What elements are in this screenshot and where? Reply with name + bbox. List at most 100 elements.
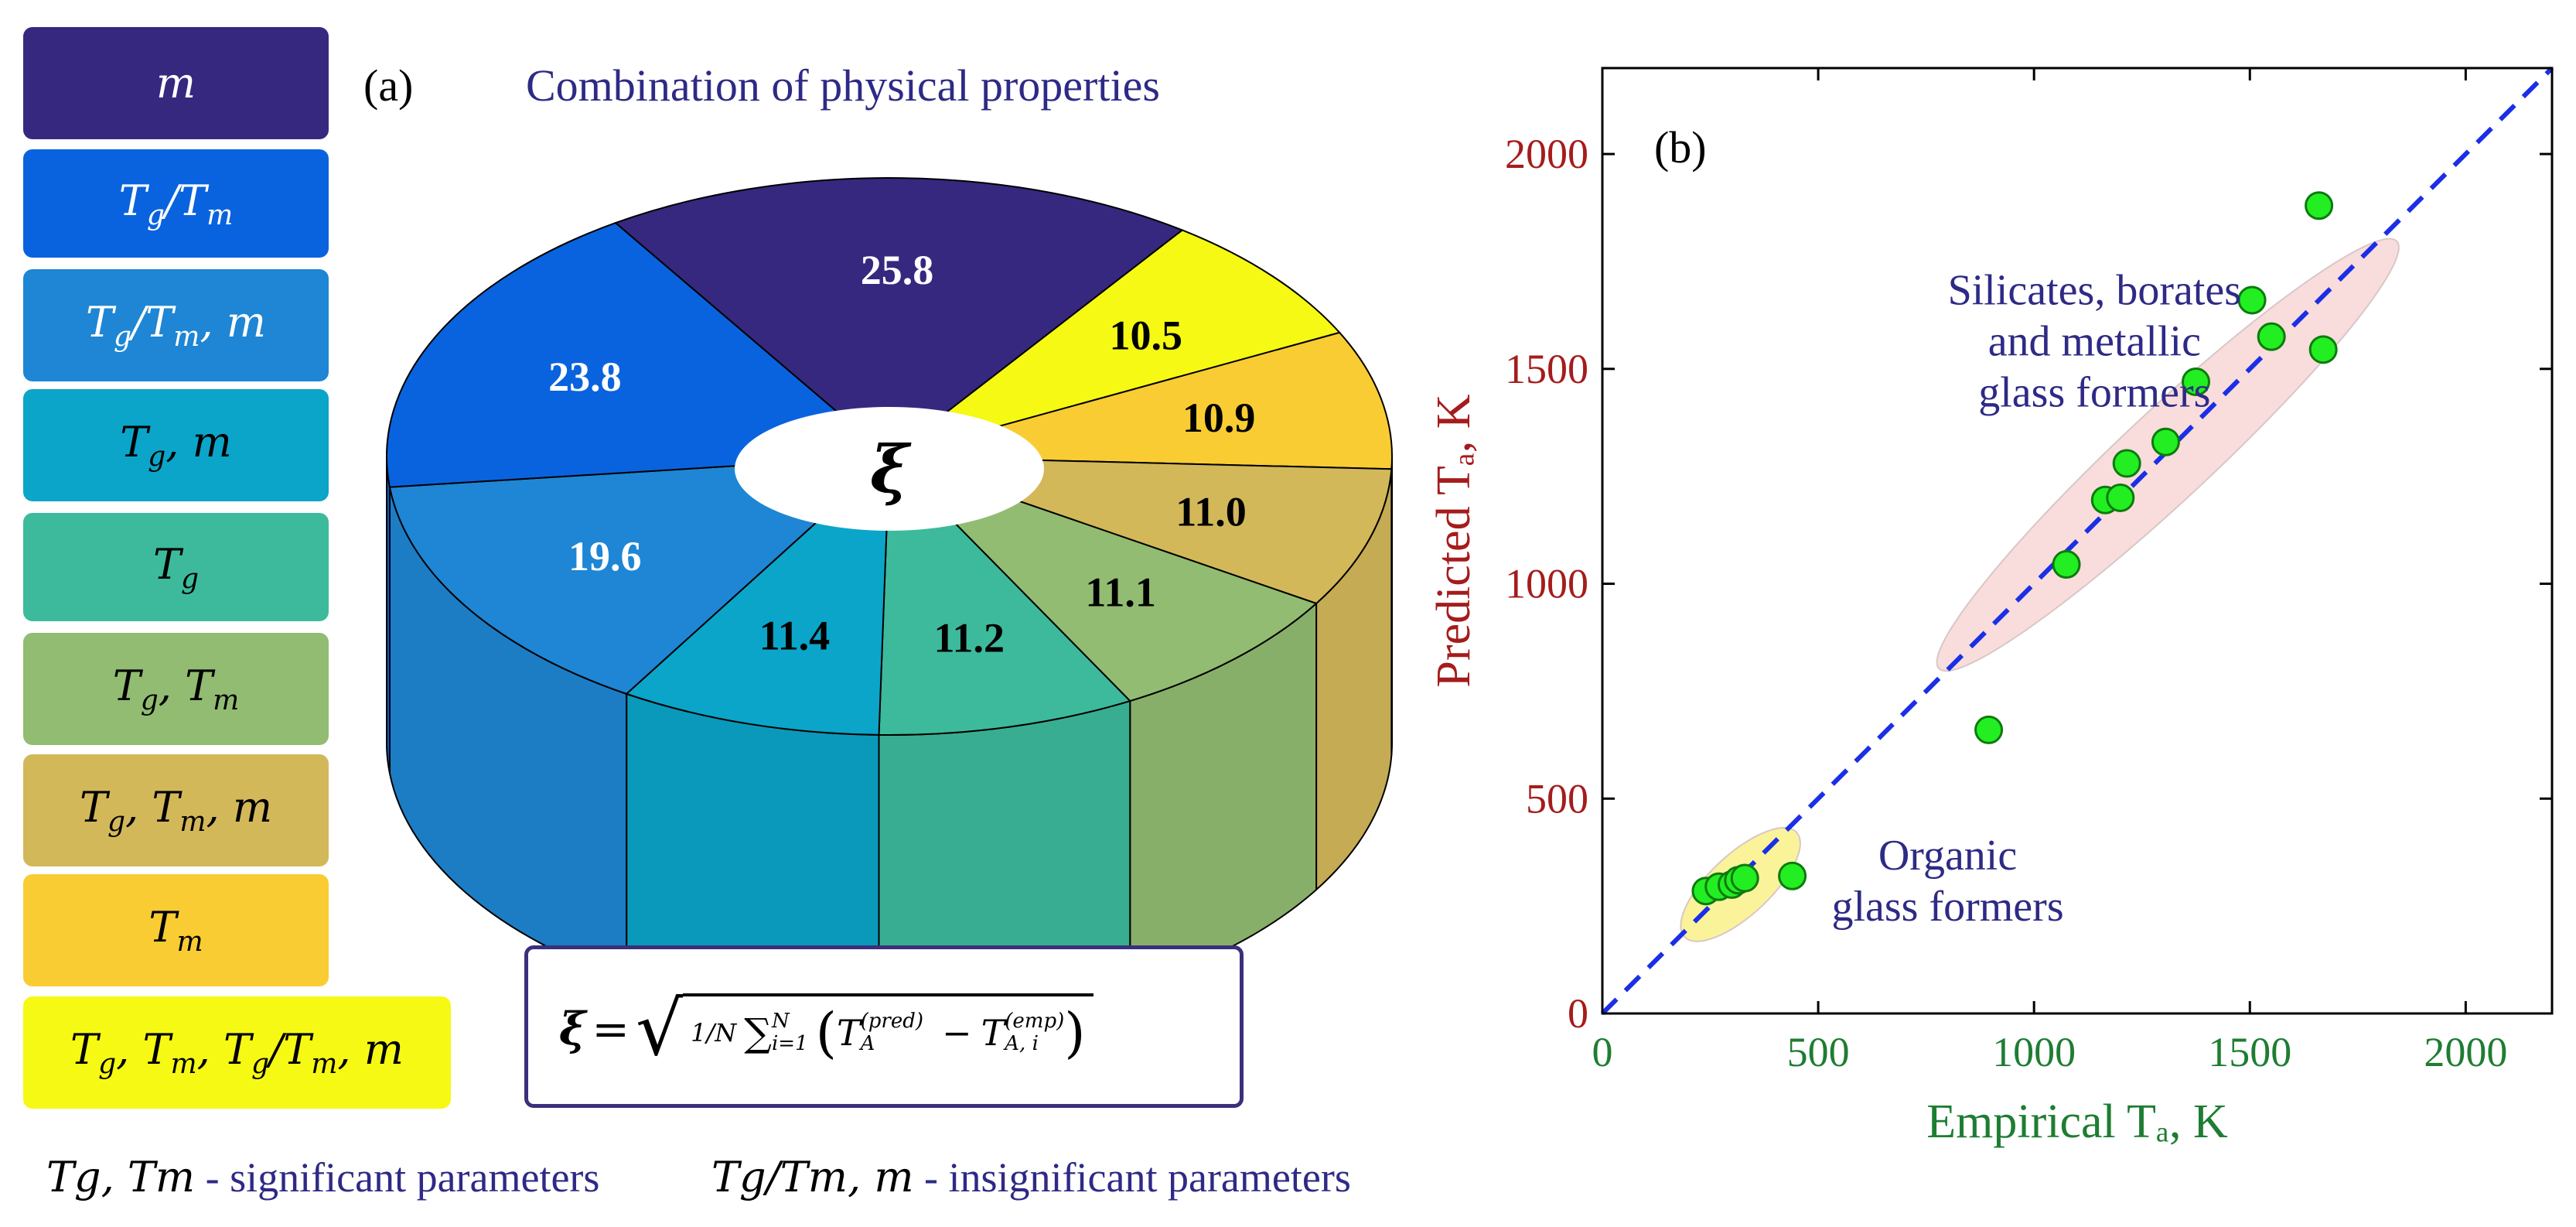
formula-term1-sup: (pred)	[860, 1010, 924, 1034]
pie-slice	[889, 456, 1319, 702]
scatter-point	[2308, 335, 2338, 364]
x-tick-label: 1500	[2208, 1029, 2291, 1075]
group-label-line: Organic	[1878, 832, 2017, 880]
pie-center-symbol: ξ	[870, 431, 912, 508]
y-tick-label: 1500	[1505, 346, 1588, 392]
legend-item: Tg/Tm, m	[23, 269, 329, 381]
panel-b-label: (b)	[1654, 122, 1707, 173]
formula-eq: =	[592, 1003, 629, 1055]
pie-value-label: 19.6	[568, 533, 642, 579]
scatter-point	[2305, 191, 2334, 220]
significant-note: Tg, Tm - significant parameters	[46, 1153, 599, 1201]
plot-frame	[1601, 67, 2554, 1015]
pie-slice	[625, 454, 891, 736]
scatter-point	[2182, 367, 2210, 396]
pie-slice	[889, 229, 1341, 457]
significant-text: - significant parameters	[195, 1154, 600, 1201]
formula-sum: ∑	[744, 1010, 772, 1055]
pie-value-label: 23.8	[548, 354, 622, 400]
legend-item: Tg	[23, 513, 329, 621]
legend-item-label: Tg/Tm	[118, 176, 234, 231]
scatter-point	[1778, 861, 1807, 890]
group-label-line: and metallic	[1988, 318, 2201, 366]
formula-paren-open: (	[815, 1001, 837, 1065]
pie-value-label: 11.0	[1175, 488, 1247, 535]
pie-slice	[388, 455, 892, 696]
insignificant-text: - insignificant parameters	[913, 1154, 1351, 1201]
legend-item: Tg, Tm, m	[23, 754, 329, 866]
group-label-line: Silicates, borates	[1948, 267, 2241, 315]
formula-term1: T	[836, 1012, 861, 1054]
scatter-point	[2151, 427, 2180, 456]
scatter-point	[1974, 715, 2004, 744]
scatter-point	[2106, 483, 2135, 512]
panel-a-label: (a)	[363, 60, 413, 111]
legend-item: Tm	[23, 874, 329, 986]
legend-item: Tg, m	[23, 389, 329, 501]
y-tick-label: 500	[1526, 775, 1588, 822]
scatter-point	[1730, 863, 1759, 893]
formula-radicand: 1/N ∑ N i=1 ( T (pred) A − T (emp) A, i	[683, 993, 1094, 1065]
pie-sides	[386, 456, 1393, 1023]
x-tick-label: 2000	[2424, 1029, 2507, 1075]
legend-item-label: m	[155, 59, 196, 108]
x-tick-label: 500	[1787, 1029, 1850, 1075]
formula-minus: −	[942, 1012, 972, 1054]
scatter-point	[2112, 449, 2141, 478]
insignificant-vars: Tg/Tm, m	[711, 1153, 914, 1201]
x-axis-label: Empirical Tₐ, K	[1926, 1095, 2228, 1148]
significant-vars: Tg, Tm	[46, 1153, 196, 1201]
pie-value-label: 25.8	[861, 247, 934, 293]
formula-term2-sub: A, i	[1005, 1032, 1039, 1055]
legend-item: m	[23, 27, 329, 139]
legend-item-label: Tg/Tm, m	[86, 298, 266, 353]
legend-item: Tg, Tm, Tg/Tm, m	[23, 996, 451, 1109]
formula-frac: 1/N	[691, 1018, 737, 1048]
legend-item-label: Tg, Tm, Tg/Tm, m	[70, 1025, 404, 1080]
insignificant-note: Tg/Tm, m - insignificant parameters	[711, 1153, 1351, 1201]
scatter-points	[1691, 191, 2338, 906]
formula-paren-close: )	[1064, 1001, 1086, 1065]
formula-sqrt-sign: √	[635, 986, 684, 1072]
y-tick-label: 0	[1568, 990, 1588, 1037]
pie-top	[386, 177, 1393, 736]
pie-value-label: 10.5	[1109, 313, 1182, 359]
scatter-ticks: 0 500 1000 1500 2000 0 500 1000 1500 2000	[1505, 68, 2552, 1075]
legend-item-label: Tg	[152, 539, 200, 595]
scatter-point	[2052, 550, 2081, 579]
y-tick-label: 1000	[1505, 561, 1588, 607]
reference-line	[1600, 66, 2554, 1016]
formula-sum-sub: i=1	[771, 1032, 808, 1055]
scatter-point	[2257, 322, 2286, 351]
pie-value-label: 10.9	[1182, 395, 1256, 441]
formula-box: ξ = √ 1/N ∑ N i=1 ( T (pred) A − T (em	[524, 945, 1244, 1108]
pie-center-hole	[735, 407, 1044, 531]
formula-term2: T	[981, 1012, 1005, 1054]
pie-slice	[386, 221, 892, 488]
x-tick-label: 0	[1592, 1029, 1613, 1075]
legend-item: Tg/Tm	[23, 149, 329, 258]
pie-title: Combination of physical properties	[526, 60, 1160, 111]
y-tick-label: 2000	[1505, 131, 1588, 177]
group-label-line: glass formers	[1831, 883, 2063, 931]
pie-value-label: 11.2	[933, 614, 1005, 661]
legend-item-label: Tg, Tm, m	[79, 783, 273, 838]
legend-item-label: Tg, m	[120, 418, 232, 473]
scatter-point	[2237, 285, 2267, 315]
pie-value-label: 11.4	[759, 612, 831, 658]
legend-item-label: Tm	[148, 903, 203, 958]
legend-item: Tg, Tm	[23, 633, 329, 745]
legend-item-label: Tg, Tm	[112, 661, 240, 716]
y-axis-label: Predicted Tₐ, K	[1428, 394, 1480, 687]
pie-slice	[614, 177, 1184, 458]
x-tick-label: 1000	[1992, 1029, 2076, 1075]
group-label-line: glass formers	[1978, 369, 2210, 417]
pie-value-labels: 25.8 10.510.9 11.0 11.1 11.2 11.4 19.6 23.8	[548, 247, 1255, 661]
formula-lhs: ξ	[559, 1003, 586, 1055]
formula: ξ = √ 1/N ∑ N i=1 ( T (pred) A − T (em	[559, 986, 1094, 1071]
formula-term2-sup: (emp)	[1005, 1010, 1065, 1034]
